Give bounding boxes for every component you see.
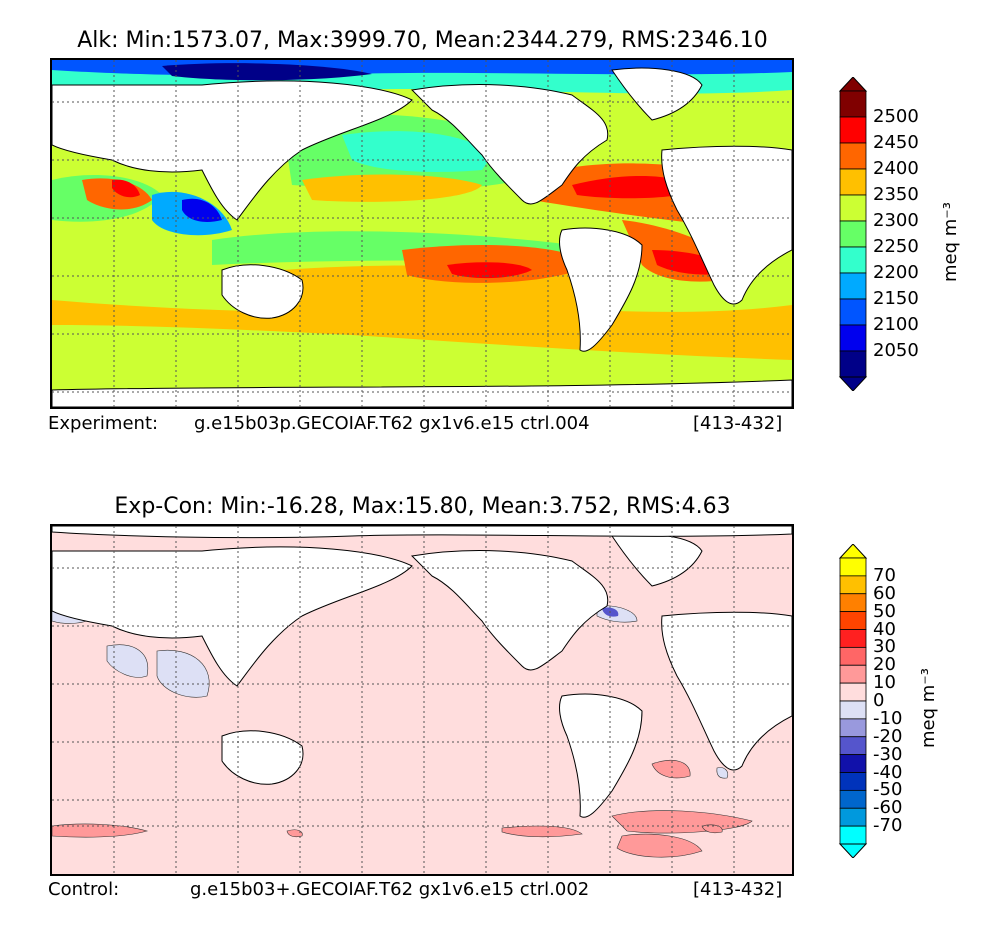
panel1-caption-label: Experiment:: [48, 413, 159, 434]
colorbar-tick-label: -30: [873, 743, 903, 765]
colorbar-swatch: [839, 718, 867, 738]
colorbar-tick-label: 70: [873, 564, 896, 586]
colorbar-swatch: [839, 90, 867, 118]
colorbar-tick-label: 30: [873, 636, 896, 658]
panel2-caption-years: [413-432]: [693, 879, 783, 900]
colorbar-swatch: [839, 664, 867, 684]
colorbar-tick-label: 2050: [873, 340, 919, 361]
colorbar-swatch: [839, 168, 867, 196]
colorbar-swatch: [839, 736, 867, 756]
colorbar-swatch: [839, 629, 867, 648]
colorbar-swatch: [839, 807, 867, 827]
colorbar-tick-label: 20: [873, 654, 896, 676]
panel2-colorbar-unit: meq m⁻³: [918, 667, 939, 748]
colorbar-extend-min: [838, 843, 868, 858]
colorbar-tick-label: 2200: [873, 262, 919, 283]
colorbar-tick-label: 40: [873, 618, 896, 640]
panel2-title: Exp-Con: Min:-16.28, Max:15.80, Mean:3.7…: [114, 494, 731, 519]
colorbar-tick-label: 2250: [873, 236, 919, 257]
colorbar-swatch: [839, 246, 867, 274]
colorbar-tick-label: -60: [873, 797, 903, 819]
panel2-field: [52, 526, 792, 874]
colorbar-tick-label: -10: [873, 707, 903, 729]
colorbar-tick-label: 2450: [873, 132, 919, 153]
colorbar-swatch: [839, 220, 867, 248]
panel1-caption-case: g.e15b03p.GECOIAF.T62 gx1v6.e15 ctrl.004: [194, 413, 590, 434]
panel1-field: [52, 60, 792, 407]
colorbar-swatch: [839, 754, 867, 773]
colorbar-swatch: [839, 772, 867, 791]
panel1-title: Alk: Min:1573.07, Max:3999.70, Mean:2344…: [77, 28, 768, 53]
colorbar-tick-label: 2350: [873, 184, 919, 205]
colorbar-swatch: [839, 575, 867, 595]
colorbar-swatch: [839, 825, 867, 845]
colorbar-tick-label: 0: [873, 690, 885, 711]
colorbar-swatch: [839, 557, 867, 577]
colorbar-extend-max: [838, 544, 868, 559]
panel1-map: [50, 58, 794, 409]
colorbar-tick-label: 2400: [873, 158, 919, 179]
colorbar-swatch: [839, 194, 867, 222]
colorbar-tick-label: -40: [873, 761, 903, 783]
colorbar-tick-label: 2150: [873, 288, 919, 309]
panel2-caption-label: Control:: [48, 879, 120, 900]
panel1-colorbar-unit: meq m⁻³: [940, 201, 961, 282]
colorbar-swatch: [839, 611, 867, 630]
colorbar-tick-label: 60: [873, 582, 896, 604]
panel2-caption-case: g.e15b03+.GECOIAF.T62 gx1v6.e15 ctrl.002: [190, 879, 590, 900]
colorbar-swatch: [839, 116, 867, 144]
colorbar-extend-min: [838, 376, 868, 391]
colorbar-tick-label: 10: [873, 672, 896, 694]
colorbar-swatch: [839, 646, 867, 666]
panel2-map: [50, 524, 794, 876]
colorbar-extend-max: [838, 77, 868, 92]
colorbar-swatch: [839, 593, 867, 613]
colorbar-tick-label: -70: [873, 815, 903, 837]
colorbar-swatch: [839, 700, 867, 720]
colorbar-swatch: [839, 324, 867, 352]
panel2-colorbar: [838, 544, 868, 858]
colorbar-tick-label: -50: [873, 779, 903, 801]
colorbar-swatch: [839, 298, 867, 326]
colorbar-swatch: [839, 142, 867, 170]
colorbar-tick-label: 2300: [873, 210, 919, 231]
colorbar-tick-label: 2100: [873, 314, 919, 335]
colorbar-tick-label: 50: [873, 600, 896, 622]
panel1-caption-years: [413-432]: [693, 413, 783, 434]
colorbar-tick-label: 2500: [873, 106, 919, 127]
colorbar-swatch: [839, 272, 867, 300]
colorbar-swatch: [839, 350, 867, 378]
colorbar-tick-label: -20: [873, 725, 903, 747]
colorbar-swatch: [839, 682, 867, 702]
panel1-colorbar: [838, 77, 868, 391]
colorbar-swatch: [839, 789, 867, 809]
